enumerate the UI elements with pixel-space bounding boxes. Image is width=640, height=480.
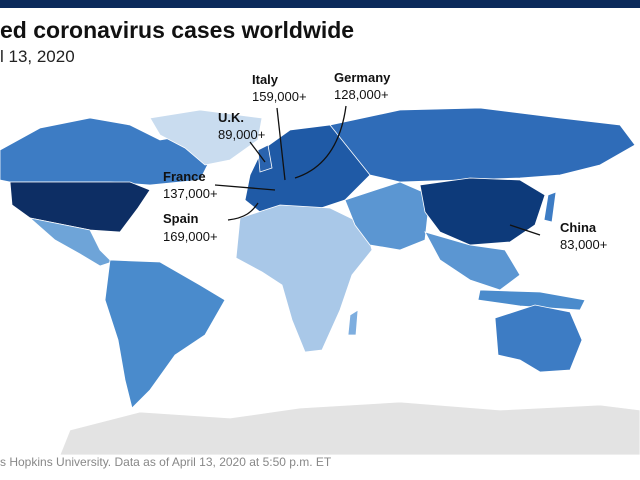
uk-leader — [249, 141, 266, 163]
europe — [244, 124, 371, 213]
india-se-asia — [424, 231, 521, 291]
australia — [494, 304, 583, 373]
callouts: Italy 159,000+ Germany 128,000+ U.K. 89,… — [163, 70, 607, 252]
top-bar — [0, 0, 640, 8]
callout-country: Germany — [334, 70, 391, 85]
russia-asia — [329, 107, 636, 183]
callout-country: Spain — [163, 211, 198, 226]
indonesia — [477, 289, 586, 311]
callout-cases: 137,000+ — [163, 186, 218, 201]
italy-leader — [276, 107, 286, 181]
title: ed coronavirus cases worldwide — [0, 17, 354, 43]
uk — [257, 144, 273, 173]
central-america — [28, 217, 113, 267]
callout-country: Italy — [252, 72, 279, 87]
source-note: s Hopkins University. Data as of April 1… — [0, 455, 332, 469]
callout-country: France — [163, 169, 206, 184]
callout-cases: 83,000+ — [560, 237, 607, 252]
china — [419, 177, 546, 246]
united-states — [9, 181, 151, 233]
china-leader — [509, 224, 541, 236]
greenland — [149, 109, 263, 166]
madagascar — [347, 309, 359, 336]
callout-cases: 89,000+ — [218, 127, 265, 142]
callout-country: China — [560, 220, 597, 235]
japan — [543, 191, 557, 223]
world-map — [0, 107, 640, 456]
subtitle: l 13, 2020 — [0, 47, 75, 66]
middle-east — [344, 181, 431, 251]
callout-country: U.K. — [218, 110, 244, 125]
france-leader — [214, 184, 276, 191]
callout-cases: 169,000+ — [163, 229, 218, 244]
leader-lines — [214, 105, 541, 236]
callout-cases: 159,000+ — [252, 89, 307, 104]
africa — [235, 204, 373, 353]
callout-cases: 128,000+ — [334, 87, 389, 102]
spain-leader — [227, 202, 259, 221]
south-america — [104, 259, 226, 409]
germany-leader — [294, 105, 347, 179]
antarctica — [59, 401, 640, 456]
